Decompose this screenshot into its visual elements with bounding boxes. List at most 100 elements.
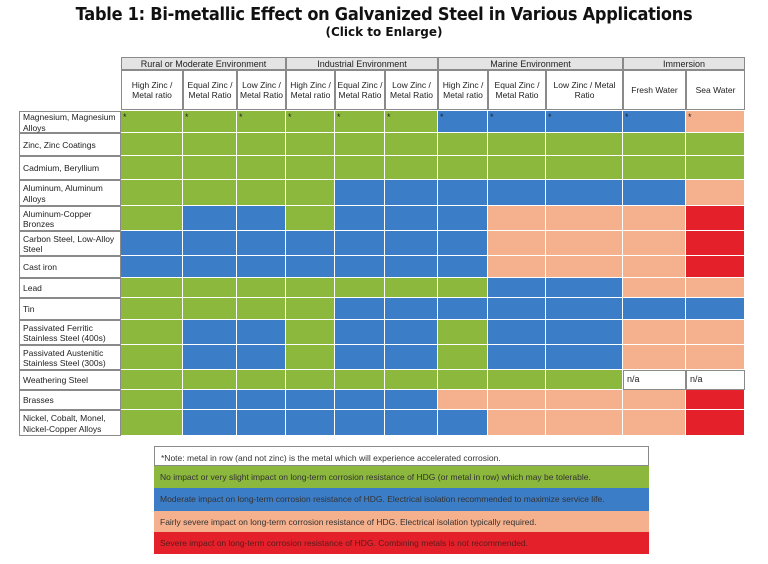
table-cell xyxy=(438,370,488,390)
table-cell xyxy=(438,231,488,256)
table-cell xyxy=(623,298,686,320)
column-header: High Zinc / Metal ratio xyxy=(121,70,183,110)
table-cell xyxy=(286,133,335,156)
table-cell xyxy=(335,180,385,206)
table-cell xyxy=(488,410,546,436)
table-cell xyxy=(686,345,745,370)
na-label: n/a xyxy=(627,374,640,384)
column-header: Low Zinc / Metal Ratio xyxy=(385,70,438,110)
table-cell xyxy=(686,390,745,410)
row-header: Passivated Ferritic Stainless Steel (400… xyxy=(19,320,121,345)
table-cell xyxy=(546,156,623,180)
row-label: Cadmium, Beryllium xyxy=(23,163,100,174)
table-cell xyxy=(686,410,745,436)
table-cell xyxy=(686,278,745,298)
legend-item: Severe impact on long-term corrosion res… xyxy=(154,532,649,554)
table-cell xyxy=(237,180,286,206)
table-cell xyxy=(237,278,286,298)
table-cell xyxy=(385,278,438,298)
table-cell xyxy=(438,256,488,278)
table-cell xyxy=(686,231,745,256)
table-cell xyxy=(335,278,385,298)
table-cell xyxy=(488,256,546,278)
note-asterisk: * xyxy=(440,112,444,122)
table-cell xyxy=(121,298,183,320)
table-cell xyxy=(546,206,623,231)
table-cell xyxy=(121,390,183,410)
table-cell: * xyxy=(488,111,546,133)
table-cell xyxy=(385,133,438,156)
table-cell xyxy=(546,320,623,345)
note-asterisk: * xyxy=(185,112,189,122)
table-cell xyxy=(385,180,438,206)
table-cell xyxy=(686,180,745,206)
table-cell xyxy=(546,345,623,370)
table-cell xyxy=(121,256,183,278)
table-cell xyxy=(335,256,385,278)
table-cell xyxy=(438,298,488,320)
group-header: Immersion xyxy=(623,57,745,70)
table-cell xyxy=(121,156,183,180)
table-cell: * xyxy=(438,111,488,133)
row-label: Carbon Steel, Low-Alloy Steel xyxy=(23,233,115,255)
table-cell xyxy=(385,256,438,278)
table-cell xyxy=(623,256,686,278)
table-cell xyxy=(686,133,745,156)
note-asterisk: * xyxy=(490,112,494,122)
row-header: Cast iron xyxy=(19,256,121,278)
table-cell xyxy=(335,390,385,410)
row-header: Weathering Steel xyxy=(19,370,121,390)
table-cell xyxy=(237,390,286,410)
column-header: Equal Zinc / Metal Ratio xyxy=(183,70,237,110)
table-cell xyxy=(546,298,623,320)
table-cell xyxy=(623,156,686,180)
table-cell xyxy=(546,180,623,206)
table-cell xyxy=(183,206,237,231)
table-cell xyxy=(623,390,686,410)
row-label: Tin xyxy=(23,304,35,315)
table-cell xyxy=(286,390,335,410)
table-cell xyxy=(286,370,335,390)
legend-item: Fairly severe impact on long-term corros… xyxy=(154,511,649,532)
table-cell: * xyxy=(385,111,438,133)
table-cell xyxy=(237,133,286,156)
table-cell: * xyxy=(686,111,745,133)
column-header: Low Zinc / Metal Ratio xyxy=(237,70,286,110)
row-header: Carbon Steel, Low-Alloy Steel xyxy=(19,231,121,256)
row-header: Tin xyxy=(19,298,121,320)
table-cell xyxy=(488,180,546,206)
table-cell xyxy=(488,298,546,320)
table-cell: * xyxy=(335,111,385,133)
na-label: n/a xyxy=(690,374,703,384)
table-cell xyxy=(335,206,385,231)
table-cell xyxy=(286,410,335,436)
table-cell xyxy=(686,320,745,345)
table-cell xyxy=(183,256,237,278)
table-cell xyxy=(385,231,438,256)
row-label: Magnesium, Magnesium Alloys xyxy=(23,112,116,133)
table-cell xyxy=(335,156,385,180)
table-cell xyxy=(183,320,237,345)
table-cell xyxy=(286,206,335,231)
row-header: Aluminum-Copper Bronzes xyxy=(19,206,121,231)
legend-item: No impact or very slight impact on long-… xyxy=(154,466,649,488)
table-cell xyxy=(237,231,286,256)
table-cell xyxy=(121,278,183,298)
row-label: Passivated Ferritic Stainless Steel (400… xyxy=(23,322,106,344)
row-header: Passivated Austenitic Stainless Steel (3… xyxy=(19,345,121,370)
table-cell xyxy=(438,345,488,370)
table-cell xyxy=(438,180,488,206)
table-cell xyxy=(286,180,335,206)
row-label: Aluminum, Aluminum Alloys xyxy=(23,183,103,204)
table-cell xyxy=(121,410,183,436)
table-cell xyxy=(286,256,335,278)
table-cell xyxy=(237,156,286,180)
table-cell xyxy=(237,345,286,370)
table-cell xyxy=(121,370,183,390)
table-cell xyxy=(546,390,623,410)
click-to-enlarge-link[interactable]: (Click to Enlarge) xyxy=(325,25,443,39)
table-cell xyxy=(335,298,385,320)
table-cell: * xyxy=(286,111,335,133)
table-cell xyxy=(438,156,488,180)
